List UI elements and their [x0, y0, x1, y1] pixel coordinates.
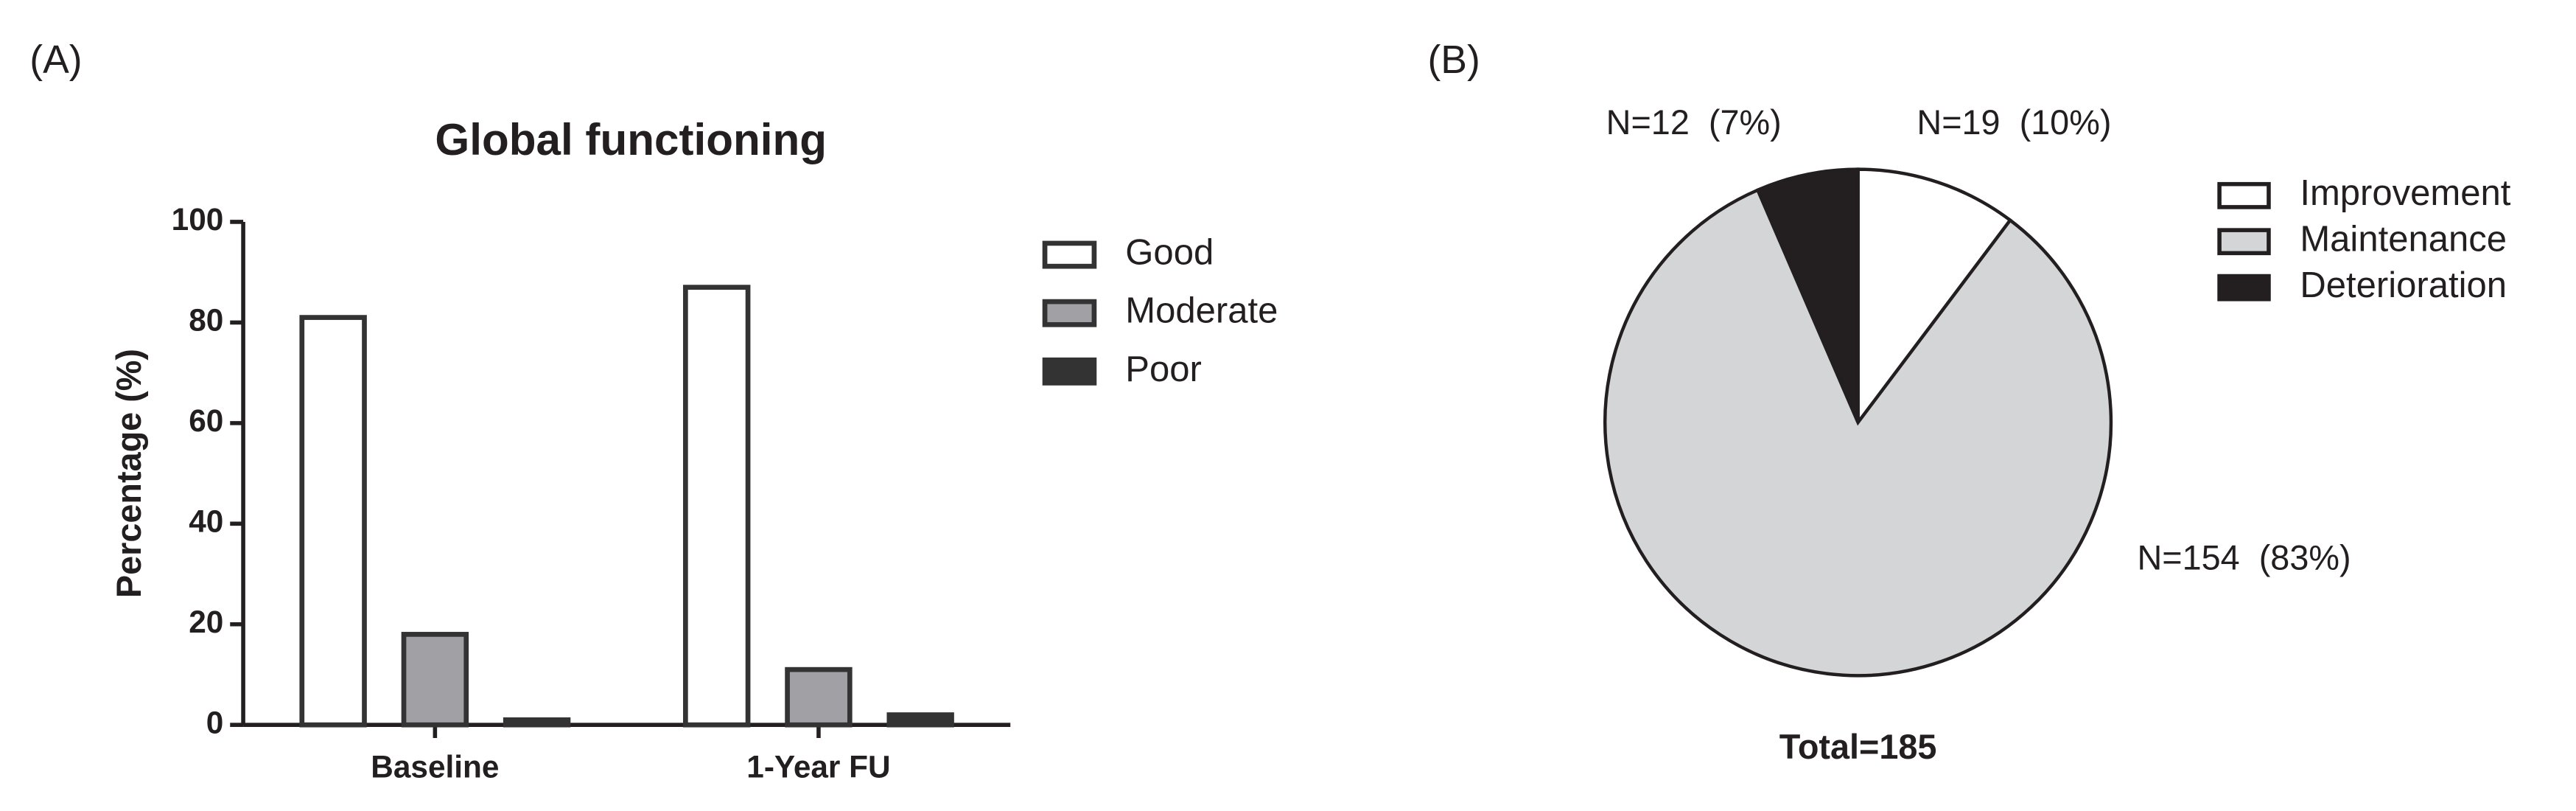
pie-slice [1755, 167, 1860, 423]
slice-label: N=154 (83%) [2138, 539, 2351, 577]
x-tick-label: 1-Year FU [746, 750, 890, 784]
y-tick-label: 80 [189, 303, 223, 338]
legend-label: Poor [1125, 349, 1202, 389]
panel-label: (B) [1428, 38, 1480, 82]
bar [785, 666, 853, 728]
slice-label: N=19 (10%) [1917, 103, 2111, 142]
y-tick-label: 40 [189, 504, 223, 538]
pie-slice [1856, 167, 2013, 428]
legend-swatch [1042, 299, 1097, 327]
legend-swatch [1042, 357, 1097, 386]
legend-swatch [2217, 181, 2271, 209]
legend-label: Maintenance [2300, 220, 2507, 260]
pie-total: Total=185 [1779, 728, 1937, 766]
bar [401, 632, 469, 728]
y-tick-label: 60 [189, 403, 223, 438]
chart-title: Global functioning [435, 115, 827, 164]
bar [886, 712, 954, 728]
legend-label: Deterioration [2300, 265, 2507, 305]
pie-slice [1603, 187, 2113, 678]
bar [503, 717, 571, 728]
y-tick-label: 0 [206, 705, 224, 739]
legend-label: Improvement [2300, 173, 2510, 213]
slice-label: N=12 (7%) [1606, 103, 1782, 142]
panel-label: (A) [29, 38, 82, 82]
legend-label: Moderate [1125, 291, 1278, 331]
x-tick-label: Baseline [371, 750, 499, 784]
bar [683, 285, 751, 728]
y-tick-label: 100 [172, 202, 224, 237]
y-axis-label: Percentage (%) [110, 349, 148, 598]
bar [299, 315, 367, 728]
legend-swatch [1042, 240, 1097, 269]
legend-swatch [2217, 228, 2271, 256]
legend-label: Good [1125, 233, 1214, 273]
legend-swatch [2217, 274, 2271, 302]
y-tick-label: 20 [189, 605, 223, 639]
